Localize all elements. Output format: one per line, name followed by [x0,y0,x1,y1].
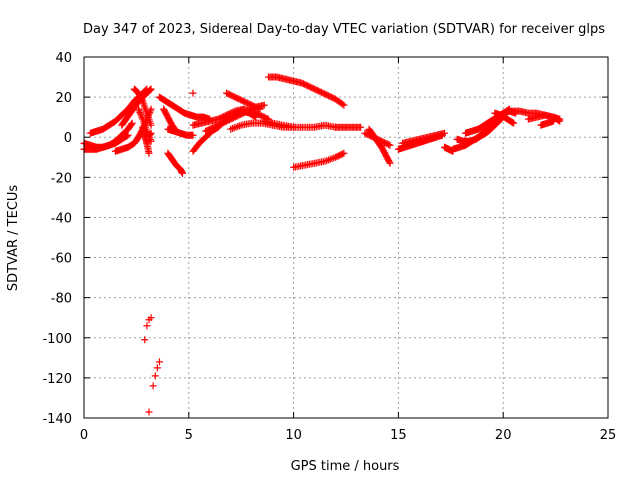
data-point [255,104,263,112]
data-point [124,131,132,139]
data-point [143,322,151,330]
data-point [137,112,145,120]
series-arc-c2 [260,117,340,131]
data-point [357,123,365,131]
series-arc-b8 [223,89,264,113]
series-arc-a6 [130,85,155,129]
series-arc-b7 [202,101,268,135]
data-point [339,100,347,108]
data-point [146,86,154,94]
y-tick-label: -40 [51,211,72,226]
series-arc-b10 [189,89,197,97]
series-outliers [141,314,163,416]
y-tick-label: 0 [64,131,72,146]
data-point [135,107,143,115]
data-point [138,114,146,122]
data-point [556,117,564,125]
data-point [141,336,149,344]
data-point [256,105,264,113]
data-points [80,73,564,416]
chart-title: Day 347 of 2023, Sidereal Day-to-day VTE… [83,22,605,37]
data-point [386,141,394,149]
plot-frame [83,56,609,419]
series-arc-a2 [80,119,136,153]
data-point [550,117,558,125]
x-axis-label: GPS time / hours [291,459,400,474]
data-point [339,150,347,158]
data-point [147,121,155,129]
series-arc-c3 [290,149,348,171]
y-tick-label: -60 [51,252,72,267]
data-point [134,105,142,113]
data-point [189,131,197,139]
data-point [136,108,144,116]
series-arc-c4 [332,123,365,131]
data-point [260,101,268,109]
series-arc-e7 [491,109,518,127]
series-arc-e2 [399,129,449,147]
data-point [151,372,159,380]
y-tick-label: -120 [42,372,72,387]
grid-lines [84,57,608,418]
y-tick-label: -80 [51,292,72,307]
data-point [340,101,348,109]
y-tick-label: 20 [55,91,72,106]
data-point [128,120,136,128]
x-tick-label: 20 [495,428,512,443]
x-tick-label: 5 [185,428,193,443]
data-point [441,129,449,137]
data-point [145,149,153,157]
data-point [147,129,155,137]
axis-ticks: 0 5 10 15 20 25 -140 -120 -100 -80 -60 -40 -20 0 20 40 [42,51,616,443]
data-point [385,141,393,149]
y-tick-label: -140 [42,412,72,427]
data-point [340,149,348,157]
x-tick-label: 10 [285,428,302,443]
data-point [510,119,518,127]
series-arc-b2 [160,105,180,135]
data-point [385,158,393,166]
data-point [147,137,155,145]
data-point [138,96,146,104]
data-point [149,382,157,390]
series-arc-a8 [139,123,153,157]
series-arc-b4 [164,125,197,139]
data-point [555,117,563,125]
data-point [155,358,163,366]
data-point [153,364,161,372]
series-arc-a9 [145,129,155,139]
data-point [145,408,153,416]
series-arc-d1 [365,125,394,167]
x-tick-label: 25 [600,428,617,443]
series-arc-d2 [361,129,394,149]
x-tick-label: 0 [80,428,88,443]
series-arc-a3 [86,85,151,137]
series-arc-c1 [264,73,348,109]
series-arc-f2 [524,111,564,125]
data-point [179,169,187,177]
series-arc-b3 [164,149,187,177]
data-point [147,85,155,93]
data-point [146,86,154,94]
data-point [509,119,517,127]
data-point [147,314,155,322]
series-arc-f3 [537,117,558,129]
data-point [386,159,394,167]
x-tick-label: 15 [390,428,407,443]
y-tick-label: -20 [51,171,72,186]
data-point [128,119,136,127]
data-point [137,110,145,118]
y-tick-label: -100 [42,332,72,347]
y-axis-label: SDTVAR / TECUs [6,185,21,292]
data-point [189,89,197,97]
y-tick-label: 40 [55,51,72,66]
